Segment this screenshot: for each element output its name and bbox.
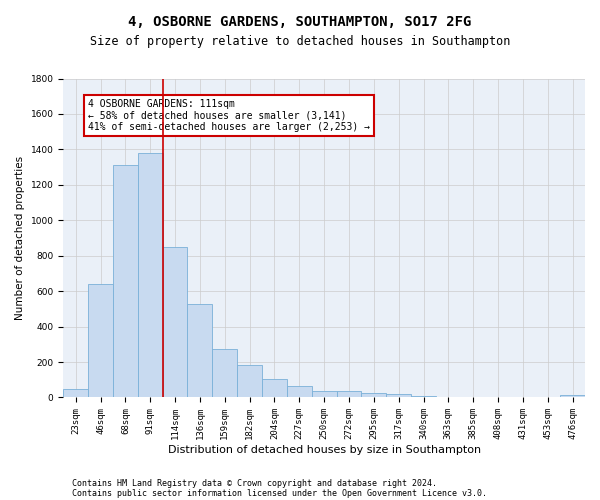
X-axis label: Distribution of detached houses by size in Southampton: Distribution of detached houses by size … xyxy=(167,445,481,455)
Bar xyxy=(138,153,163,398)
Bar xyxy=(386,394,411,398)
Bar xyxy=(237,364,262,398)
Bar xyxy=(88,284,113,398)
Bar xyxy=(337,392,361,398)
Bar xyxy=(287,386,312,398)
Bar xyxy=(411,396,436,398)
Bar xyxy=(63,388,88,398)
Bar xyxy=(361,392,386,398)
Bar xyxy=(163,247,187,398)
Y-axis label: Number of detached properties: Number of detached properties xyxy=(15,156,25,320)
Bar xyxy=(113,166,138,398)
Text: Contains public sector information licensed under the Open Government Licence v3: Contains public sector information licen… xyxy=(72,488,487,498)
Text: Contains HM Land Registry data © Crown copyright and database right 2024.: Contains HM Land Registry data © Crown c… xyxy=(72,478,437,488)
Bar xyxy=(212,348,237,398)
Bar xyxy=(187,304,212,398)
Text: 4, OSBORNE GARDENS, SOUTHAMPTON, SO17 2FG: 4, OSBORNE GARDENS, SOUTHAMPTON, SO17 2F… xyxy=(128,15,472,29)
Bar xyxy=(436,396,461,398)
Bar xyxy=(461,396,485,398)
Bar xyxy=(485,397,511,398)
Bar xyxy=(262,379,287,398)
Text: 4 OSBORNE GARDENS: 111sqm
← 58% of detached houses are smaller (3,141)
41% of se: 4 OSBORNE GARDENS: 111sqm ← 58% of detac… xyxy=(88,99,370,132)
Bar xyxy=(312,392,337,398)
Text: Size of property relative to detached houses in Southampton: Size of property relative to detached ho… xyxy=(90,35,510,48)
Bar xyxy=(560,395,585,398)
